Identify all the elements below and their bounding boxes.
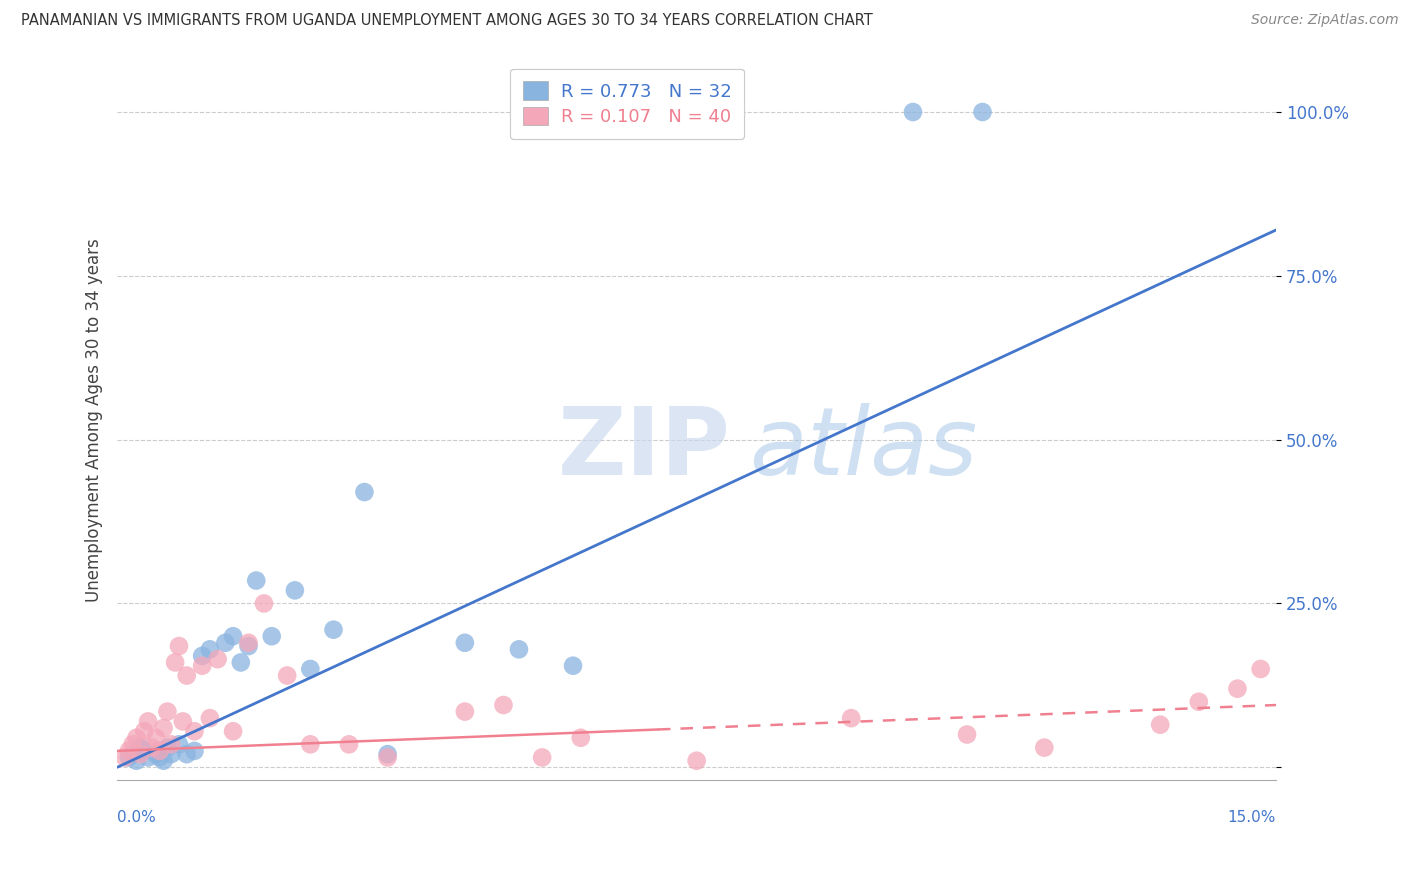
Point <box>531 750 554 764</box>
Point <box>238 636 260 650</box>
Point <box>253 597 276 611</box>
Point <box>191 658 214 673</box>
Point <box>229 656 252 670</box>
Point <box>141 740 163 755</box>
Point <box>207 652 229 666</box>
Point <box>198 711 221 725</box>
Point <box>136 750 159 764</box>
Point <box>299 737 322 751</box>
Point <box>134 744 156 758</box>
Point <box>149 744 172 758</box>
Point <box>1226 681 1249 696</box>
Point <box>152 754 174 768</box>
Point <box>238 639 260 653</box>
Point <box>121 747 143 761</box>
Point <box>176 668 198 682</box>
Point <box>299 662 322 676</box>
Point <box>222 629 245 643</box>
Text: 0.0%: 0.0% <box>117 810 156 825</box>
Point <box>454 705 477 719</box>
Text: 15.0%: 15.0% <box>1227 810 1277 825</box>
Point <box>156 740 179 755</box>
Point <box>222 724 245 739</box>
Y-axis label: Unemployment Among Ages 30 to 34 years: Unemployment Among Ages 30 to 34 years <box>86 238 103 602</box>
Point <box>183 744 205 758</box>
Point <box>214 636 236 650</box>
Point <box>156 705 179 719</box>
Point <box>160 737 183 751</box>
Point <box>284 583 307 598</box>
Point <box>353 485 375 500</box>
Point <box>276 668 298 682</box>
Point <box>1149 717 1171 731</box>
Point <box>1188 695 1211 709</box>
Text: ZIP: ZIP <box>558 403 731 495</box>
Point <box>260 629 283 643</box>
Point <box>569 731 592 745</box>
Point <box>198 642 221 657</box>
Point <box>152 721 174 735</box>
Point <box>337 737 360 751</box>
Point <box>118 750 141 764</box>
Point <box>129 747 152 761</box>
Point <box>322 623 344 637</box>
Text: Source: ZipAtlas.com: Source: ZipAtlas.com <box>1251 13 1399 28</box>
Point <box>685 754 707 768</box>
Point <box>165 656 187 670</box>
Point <box>176 747 198 761</box>
Point <box>1250 662 1272 676</box>
Point <box>245 574 267 588</box>
Point <box>1033 740 1056 755</box>
Point <box>191 648 214 663</box>
Point <box>167 737 190 751</box>
Point <box>134 724 156 739</box>
Point <box>125 754 148 768</box>
Point <box>145 731 167 745</box>
Point <box>160 747 183 761</box>
Point <box>901 105 924 120</box>
Point <box>839 711 862 725</box>
Point <box>125 731 148 745</box>
Point <box>118 744 141 758</box>
Point <box>145 747 167 761</box>
Point <box>562 658 585 673</box>
Point <box>508 642 530 657</box>
Point <box>149 750 172 764</box>
Point <box>972 105 994 120</box>
Point <box>136 714 159 729</box>
Point <box>377 750 399 764</box>
Point <box>172 714 194 729</box>
Point <box>454 636 477 650</box>
Legend: R = 0.773   N = 32, R = 0.107   N = 40: R = 0.773 N = 32, R = 0.107 N = 40 <box>510 69 744 139</box>
Point <box>377 747 399 761</box>
Point <box>956 727 979 741</box>
Point <box>129 740 152 755</box>
Text: atlas: atlas <box>749 403 977 494</box>
Point <box>492 698 515 712</box>
Point <box>183 724 205 739</box>
Point <box>121 737 143 751</box>
Point <box>114 750 136 764</box>
Text: PANAMANIAN VS IMMIGRANTS FROM UGANDA UNEMPLOYMENT AMONG AGES 30 TO 34 YEARS CORR: PANAMANIAN VS IMMIGRANTS FROM UGANDA UNE… <box>21 13 873 29</box>
Point <box>167 639 190 653</box>
